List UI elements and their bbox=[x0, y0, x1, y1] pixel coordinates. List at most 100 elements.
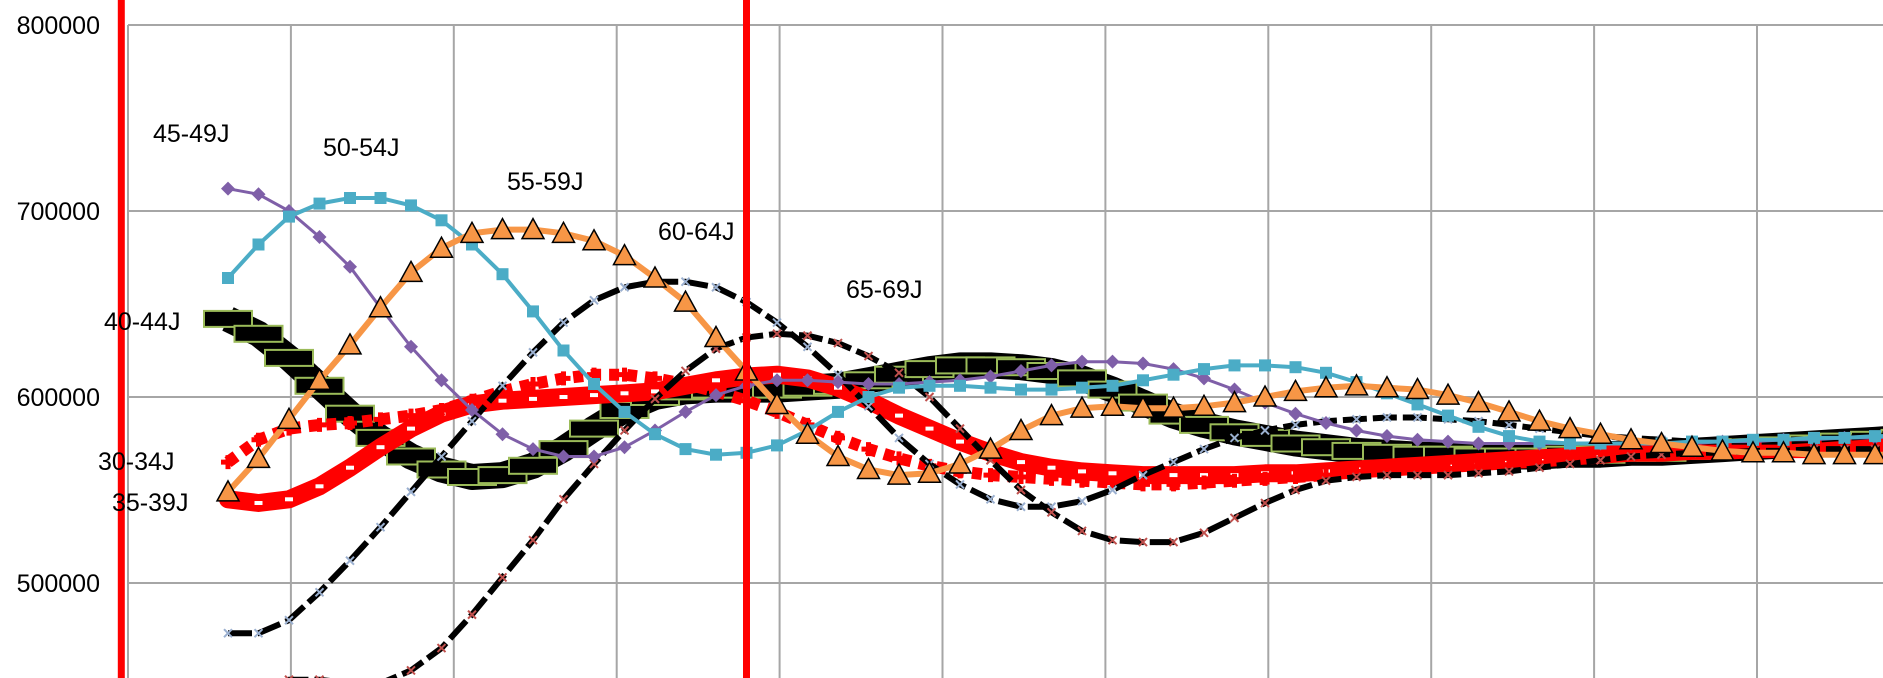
data-point bbox=[1258, 471, 1272, 486]
data-point bbox=[1557, 416, 1583, 439]
series-55-59j bbox=[215, 217, 1883, 502]
data-point bbox=[590, 393, 598, 398]
data-point bbox=[434, 403, 449, 418]
data-point bbox=[314, 675, 325, 678]
data-point bbox=[678, 404, 693, 419]
data-point bbox=[1869, 430, 1881, 443]
data-point bbox=[1588, 421, 1613, 444]
data-point bbox=[1565, 459, 1575, 469]
data-point bbox=[398, 259, 424, 283]
data-point bbox=[344, 192, 356, 204]
data-point bbox=[312, 417, 327, 432]
data-point bbox=[650, 394, 660, 404]
data-point bbox=[673, 289, 698, 312]
data-point bbox=[917, 460, 942, 484]
data-point bbox=[374, 192, 387, 204]
data-point bbox=[802, 342, 813, 352]
data-point bbox=[1504, 420, 1514, 430]
data-point bbox=[772, 317, 782, 328]
data-point bbox=[825, 443, 851, 467]
data-point bbox=[285, 497, 293, 502]
data-point bbox=[856, 456, 881, 480]
data-point bbox=[924, 392, 935, 402]
vertical-markers bbox=[117, 0, 750, 678]
data-point bbox=[203, 309, 253, 328]
data-point bbox=[764, 391, 790, 415]
data-point bbox=[709, 388, 723, 403]
data-point bbox=[375, 522, 386, 532]
data-point bbox=[307, 367, 332, 391]
series-label-40-44j: 40-44J bbox=[104, 308, 180, 336]
data-point bbox=[983, 468, 998, 483]
data-point bbox=[678, 376, 693, 391]
data-point bbox=[1351, 472, 1362, 482]
data-point bbox=[894, 433, 904, 443]
data-point bbox=[802, 330, 813, 341]
data-point bbox=[1808, 431, 1820, 444]
data-point bbox=[246, 445, 271, 469]
data-point bbox=[1047, 465, 1056, 470]
data-point bbox=[345, 555, 355, 566]
data-point bbox=[346, 465, 354, 470]
data-point bbox=[862, 391, 875, 403]
data-point bbox=[313, 197, 326, 210]
data-point bbox=[956, 439, 964, 444]
data-point bbox=[1351, 414, 1362, 425]
data-point bbox=[1199, 528, 1209, 538]
data-point bbox=[1108, 471, 1117, 476]
data-point bbox=[1564, 437, 1576, 450]
data-point bbox=[1077, 496, 1087, 506]
data-point bbox=[528, 535, 538, 545]
data-point bbox=[1533, 435, 1546, 448]
data-point bbox=[1161, 395, 1186, 418]
data-point bbox=[1320, 366, 1332, 379]
data-point bbox=[406, 665, 416, 676]
data-point bbox=[1046, 507, 1057, 518]
data-point bbox=[404, 339, 418, 354]
data-point bbox=[925, 426, 934, 431]
data-point bbox=[984, 381, 997, 394]
data-point bbox=[1319, 416, 1333, 431]
data-point bbox=[368, 295, 393, 318]
data-point bbox=[863, 401, 874, 412]
data-point bbox=[795, 421, 820, 444]
y-tick-label: 600000 bbox=[17, 384, 100, 412]
data-point bbox=[861, 376, 876, 391]
data-point bbox=[649, 428, 661, 441]
data-point bbox=[1405, 377, 1430, 400]
data-point bbox=[1471, 453, 1486, 468]
data-point bbox=[589, 295, 599, 305]
data-point bbox=[404, 408, 418, 423]
data-point bbox=[770, 373, 784, 388]
data-point bbox=[467, 416, 477, 426]
y-axis-tick-labels: 800000 700000 600000 500000 bbox=[17, 12, 100, 598]
data-point bbox=[526, 376, 540, 391]
data-point bbox=[559, 395, 568, 399]
data-point bbox=[1167, 368, 1180, 381]
data-point bbox=[886, 462, 912, 485]
data-point bbox=[985, 494, 996, 505]
data-point bbox=[253, 628, 264, 638]
data-point bbox=[497, 572, 508, 583]
series-label-60-64j: 60-64J bbox=[658, 218, 734, 246]
data-point bbox=[1008, 417, 1034, 441]
data-point bbox=[520, 217, 546, 240]
data-point bbox=[558, 494, 569, 505]
data-point bbox=[251, 187, 266, 202]
data-point bbox=[712, 378, 720, 383]
data-point bbox=[337, 332, 363, 355]
data-point bbox=[407, 426, 415, 431]
data-point bbox=[588, 378, 600, 390]
data-point bbox=[1679, 434, 1705, 457]
data-point bbox=[497, 381, 508, 391]
data-point bbox=[490, 217, 515, 240]
data-point bbox=[1015, 383, 1027, 396]
data-point bbox=[612, 243, 637, 266]
data-point bbox=[620, 391, 629, 396]
data-point bbox=[556, 449, 571, 464]
data-point bbox=[276, 406, 302, 430]
data-point bbox=[376, 445, 385, 450]
data-point bbox=[528, 347, 538, 358]
data-point bbox=[581, 228, 607, 251]
